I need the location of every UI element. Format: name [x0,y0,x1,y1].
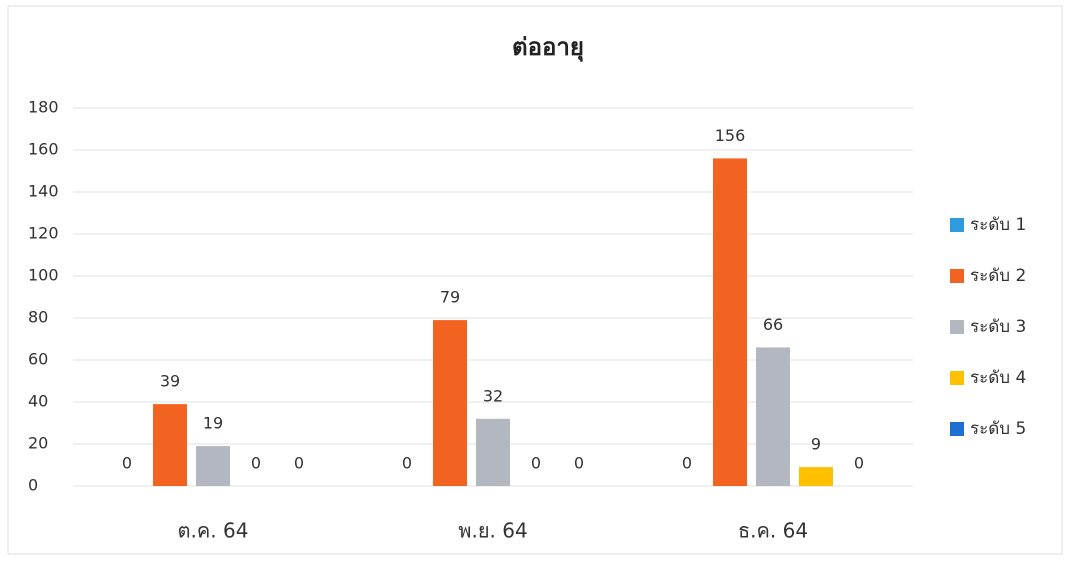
bar [476,418,510,486]
bar [713,158,747,486]
legend-swatch [950,320,964,334]
y-tick-label: 140 [28,182,59,201]
y-tick-label: 40 [28,392,48,411]
bar [799,467,833,486]
legend-label: ระดับ 4 [970,368,1026,388]
data-label: 0 [574,454,584,473]
legend-label: ระดับ 1 [970,215,1026,235]
y-tick-label: 180 [28,98,59,117]
x-tick-label: ธ.ค. 64 [738,519,808,543]
legend-swatch [950,269,964,283]
bar [153,404,187,486]
data-label: 156 [715,126,746,145]
data-label: 0 [854,454,864,473]
data-label: 79 [440,288,460,307]
data-label: 9 [811,435,821,454]
y-tick-label: 0 [28,476,38,495]
chart-title: ต่ออายุ [512,33,584,63]
data-label: 0 [122,454,132,473]
data-label: 32 [483,386,503,405]
legend-label: ระดับ 2 [970,266,1026,286]
legend-swatch [950,422,964,436]
y-tick-label: 160 [28,140,59,159]
data-label: 0 [251,454,261,473]
data-label: 0 [682,454,692,473]
chart-frame [7,5,1063,555]
legend: ระดับ 1 ระดับ 2 ระดับ 3 ระดับ 4 ระดับ 5 [950,215,1026,439]
legend-label: ระดับ 5 [970,419,1026,439]
data-label: 0 [531,454,541,473]
x-tick-label: พ.ย. 64 [458,519,527,543]
y-tick-label: 20 [28,434,48,453]
data-label: 19 [203,414,223,433]
data-label: 0 [402,454,412,473]
legend-swatch [950,371,964,385]
data-label: 39 [160,372,180,391]
data-label: 0 [294,454,304,473]
bar [433,320,467,486]
legend-swatch [950,218,964,232]
data-label: 66 [763,315,783,334]
y-tick-label: 120 [28,224,59,243]
bar [756,347,790,486]
y-tick-label: 80 [28,308,48,327]
y-tick-label: 100 [28,266,59,285]
x-tick-label: ต.ค. 64 [178,519,249,543]
legend-label: ระดับ 3 [970,317,1026,337]
y-tick-label: 60 [28,350,48,369]
bar [196,446,230,486]
